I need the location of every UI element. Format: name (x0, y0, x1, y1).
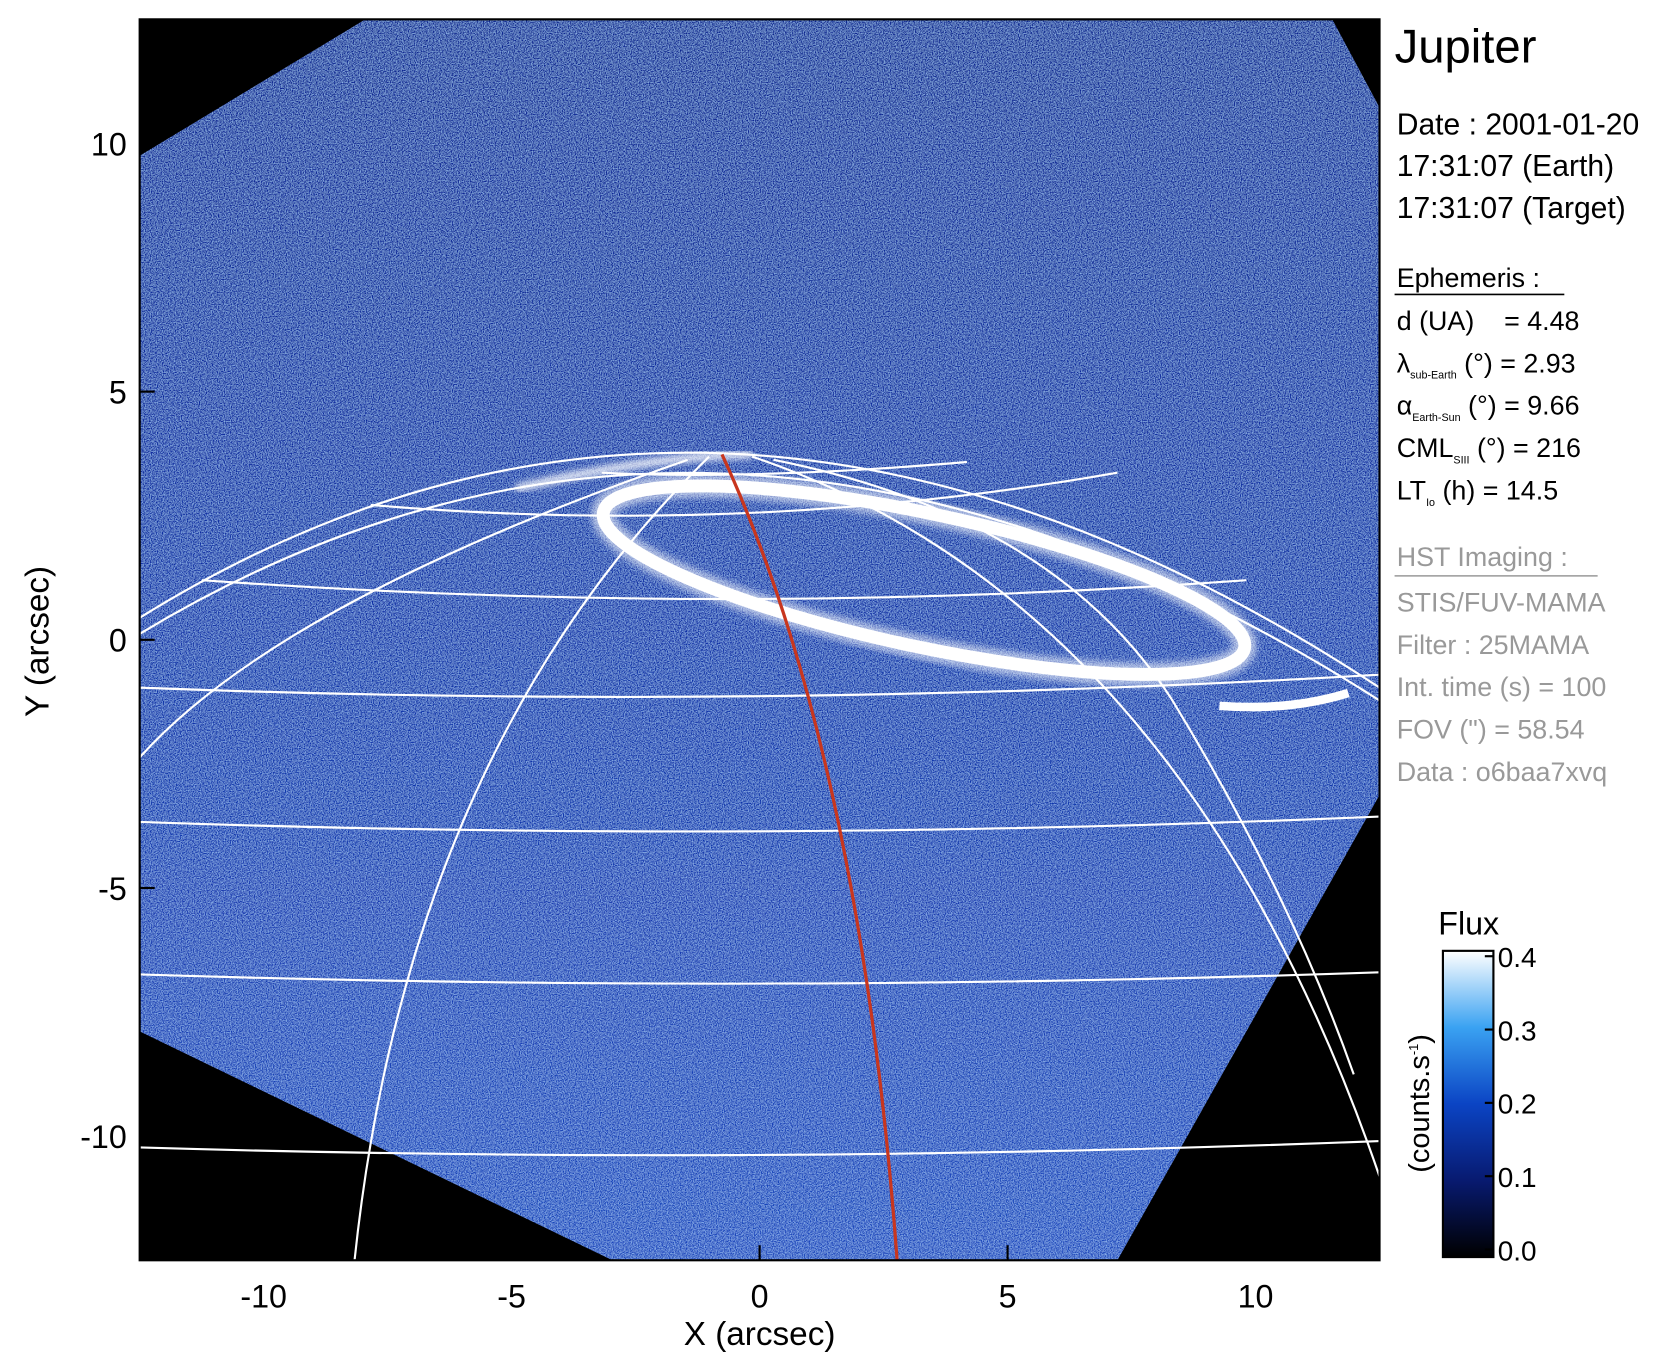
superscript: -1 (1406, 1044, 1421, 1055)
imaging-title: HST Imaging : (1397, 542, 1568, 572)
row-text: (°) = 2.93 (1457, 348, 1576, 378)
chart-title: Jupiter (1395, 20, 1537, 73)
y-tick-label: 0 (109, 623, 127, 659)
ephemeris-row: LTIo (h) = 14.5 (1397, 476, 1558, 509)
colorbar-tick-label: 0.3 (1498, 1015, 1537, 1046)
symbol: α (1397, 391, 1413, 421)
x-tick-label: 5 (999, 1279, 1017, 1315)
date-line: Date : 2001-01-20 (1397, 108, 1639, 141)
label-text: (counts.s (1404, 1055, 1436, 1173)
root: X (arcsec) Y (arcsec) Jupiter Flux -10 -5… (19, 18, 1639, 1353)
ephemeris-row: CMLSIII (°) = 216 (1397, 433, 1581, 466)
x-tick-label: 10 (1238, 1279, 1274, 1315)
imaging-row: STIS/FUV-MAMA (1397, 587, 1606, 617)
y-axis-label: Y (arcsec) (19, 566, 56, 717)
date-line: 17:31:07 (Earth) (1397, 150, 1614, 183)
subscript: SIII (1453, 455, 1469, 467)
colorbar-tick-label: 0.2 (1498, 1089, 1537, 1120)
ephemeris-row: λsub-Earth (°) = 2.93 (1397, 348, 1576, 381)
y-tick-label: 10 (91, 126, 127, 162)
y-tick-label: -10 (80, 1119, 127, 1155)
y-tick-label: -5 (98, 871, 127, 907)
symbol: CML (1397, 433, 1454, 463)
central-meridian (720, 453, 899, 1261)
subscript: Io (1426, 497, 1435, 509)
label-text: ) (1404, 1034, 1436, 1044)
x-tick-label: -10 (240, 1279, 287, 1315)
x-tick-label: -5 (497, 1279, 526, 1315)
symbol: LT (1397, 476, 1426, 506)
row-text: (°) = 9.66 (1461, 391, 1580, 421)
row-text: (h) = 14.5 (1435, 476, 1558, 506)
detector-image (139, 19, 1380, 1261)
image (139, 19, 1380, 1261)
imaging-row: Filter : 25MAMA (1397, 630, 1590, 660)
date-line: 17:31:07 (Target) (1397, 192, 1626, 225)
imaging-row: Int. time (s) = 100 (1397, 672, 1607, 702)
colorbar-label: (counts.s-1) (1404, 1034, 1436, 1173)
ephemeris-row: d (UA) = 4.48 (1397, 306, 1580, 336)
x-axis-label: X (arcsec) (684, 1316, 836, 1353)
imaging-row: Data : o6baa7xvq (1397, 757, 1607, 787)
imaging-row: FOV (") = 58.54 (1397, 715, 1585, 745)
ephemeris-title: Ephemeris : (1397, 263, 1540, 293)
symbol: λ (1397, 348, 1411, 378)
colorbar-tick-label: 0.4 (1498, 942, 1537, 973)
subscript: Earth-Sun (1412, 412, 1460, 424)
y-tick-label: 5 (109, 374, 127, 410)
subscript: sub-Earth (1410, 370, 1457, 382)
aurora (514, 450, 1350, 712)
colorbar-tick-label: 0.1 (1498, 1162, 1537, 1193)
row-text: (°) = 216 (1470, 433, 1581, 463)
x-tick-label: 0 (751, 1279, 769, 1315)
colorbar-title: Flux (1438, 906, 1499, 942)
colorbar-tick-label: 0.0 (1498, 1235, 1537, 1266)
ephemeris-row: αEarth-Sun (°) = 9.66 (1397, 391, 1580, 424)
